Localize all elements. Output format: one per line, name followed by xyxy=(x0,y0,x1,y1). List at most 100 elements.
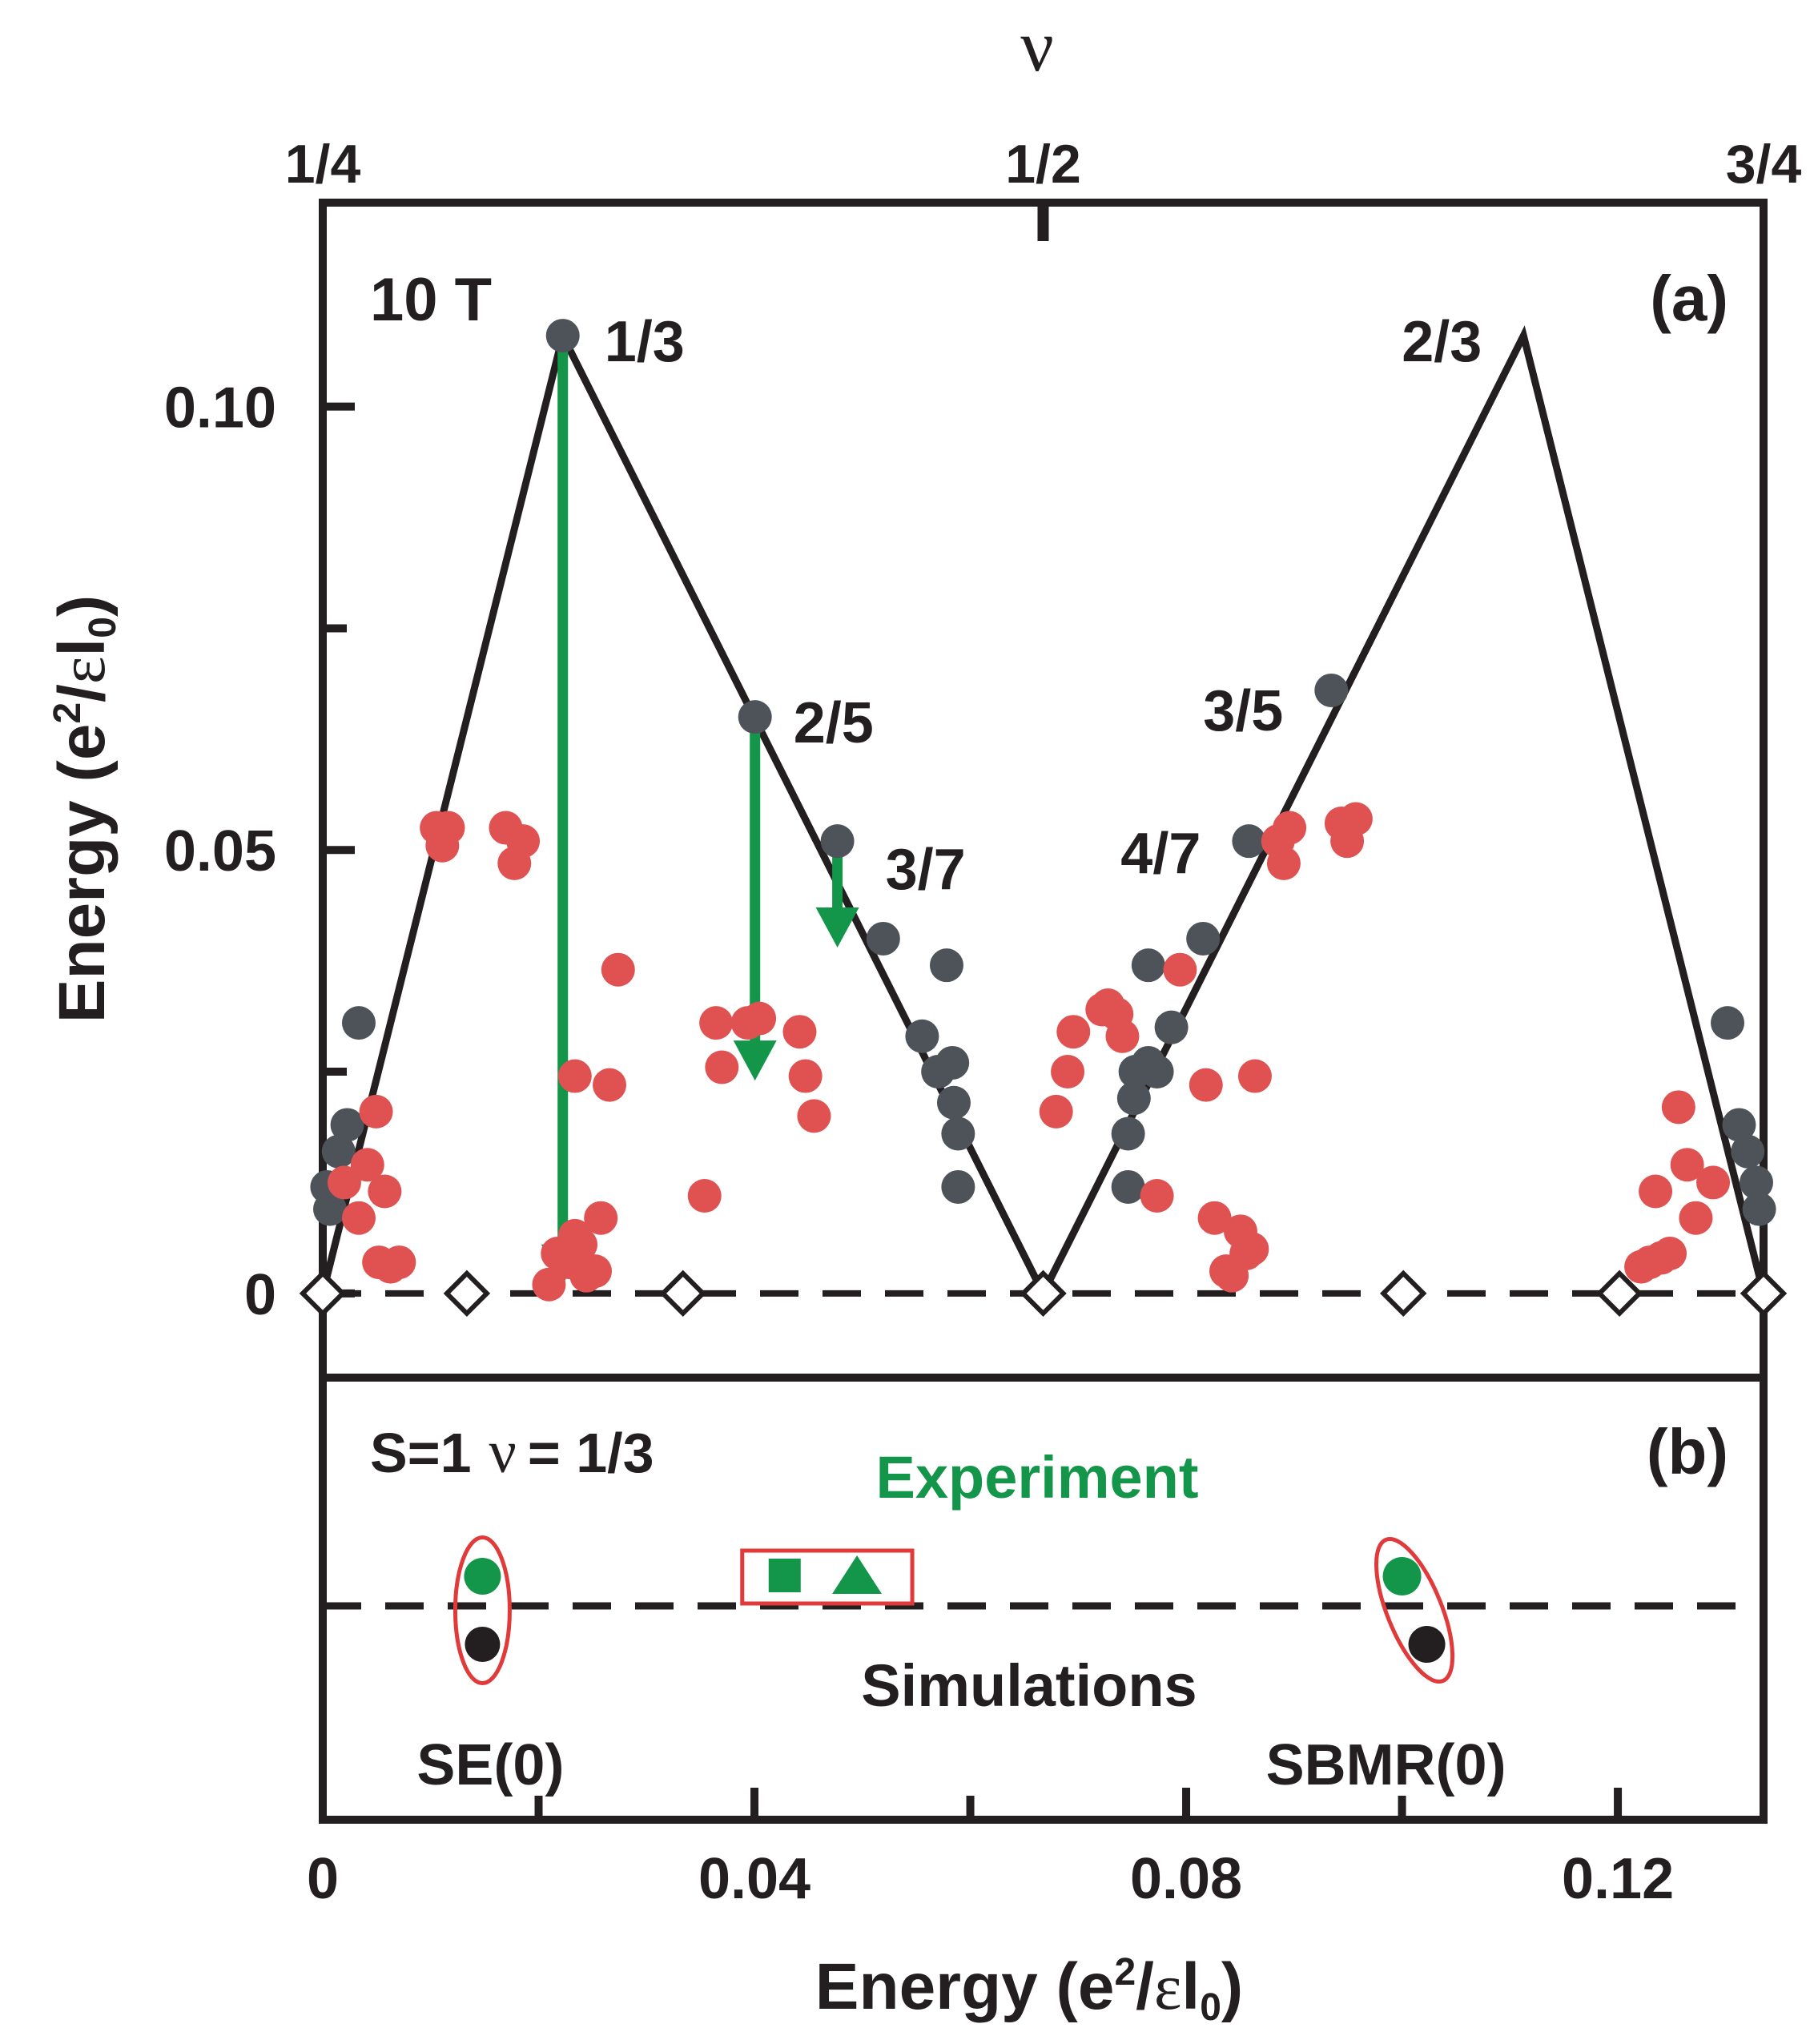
red-data-point xyxy=(1140,1179,1174,1213)
top-axis-title: ν xyxy=(1020,5,1054,87)
annotation-layer: 1/3 2/5 3/7 2/3 3/5 4/7 xyxy=(605,310,1482,902)
fraction-label: 2/5 xyxy=(794,691,874,755)
red-data-point xyxy=(1235,1232,1269,1266)
red-data-point xyxy=(1039,1094,1073,1129)
red-data-point xyxy=(593,1068,627,1102)
gray-data-point xyxy=(929,948,963,983)
red-data-point xyxy=(699,1006,734,1040)
red-data-point xyxy=(564,1227,598,1261)
red-data-point xyxy=(1266,846,1301,880)
zero-diamond-marker xyxy=(1380,1269,1427,1318)
gray-data-point xyxy=(941,1117,975,1151)
top-tick-label: 1/2 xyxy=(1005,134,1081,195)
top-tick-label: 3/4 xyxy=(1726,134,1802,195)
gray-data-point xyxy=(1731,1134,1765,1169)
panel-b-title-fraction: = 1/3 xyxy=(528,1422,654,1484)
top-axis-ticks: 1/4 1/2 3/4 xyxy=(285,134,1802,241)
red-data-point xyxy=(1273,811,1307,845)
simulation-point-sbmr xyxy=(1408,1626,1446,1663)
simulations-label: Simulations xyxy=(861,1652,1197,1719)
experiment-triangle-marker xyxy=(832,1555,883,1594)
x-tick-label: 0.08 xyxy=(1130,1847,1242,1911)
y-axis-title: Energy (e2/εl0) xyxy=(46,595,124,1023)
red-data-point xyxy=(1670,1148,1704,1182)
x-tick-label: 0.04 xyxy=(698,1847,810,1911)
gray-data-point xyxy=(312,1192,347,1226)
gray-data-point xyxy=(1111,1117,1145,1151)
simulation-point-se xyxy=(465,1627,501,1662)
red-data-point xyxy=(1056,1015,1091,1049)
fraction-label: 2/3 xyxy=(1402,310,1482,374)
panel-b-title: S=1 ν = 1/3 xyxy=(370,1418,654,1486)
red-data-point xyxy=(557,1059,592,1093)
fraction-label: 3/7 xyxy=(886,838,966,902)
panel-b-frame xyxy=(319,1374,1768,1824)
red-data-point xyxy=(359,1094,393,1129)
red-data-point xyxy=(368,1174,402,1209)
panel-b-title-spin: S=1 xyxy=(370,1422,472,1484)
experiment-point-sbmr xyxy=(1382,1557,1422,1595)
red-data-point xyxy=(687,1179,722,1213)
experiment-square-marker xyxy=(768,1559,801,1592)
peak-line-layer xyxy=(319,325,1768,1302)
x-axis-ticks: 0 0.04 0.08 0.12 xyxy=(307,1788,1674,1911)
red-data-point xyxy=(1051,1055,1085,1089)
arrow-layer xyxy=(541,336,859,1285)
gray-data-point xyxy=(935,1045,970,1080)
red-data-point xyxy=(788,1059,823,1093)
y-tick-label: 0 xyxy=(244,1263,276,1327)
x-axis-title: Energy (e2/εl0) xyxy=(815,1950,1243,2029)
experiment-box xyxy=(740,1548,915,1606)
gray-data-point xyxy=(1111,1169,1145,1204)
red-data-point xyxy=(341,1201,376,1235)
green-arrow-head xyxy=(733,1040,777,1081)
red-data-point xyxy=(578,1254,613,1289)
red-data-point xyxy=(1163,952,1197,987)
fraction-label: 1/3 xyxy=(605,310,685,374)
gray-data-point xyxy=(738,700,772,734)
fraction-label: 4/7 xyxy=(1120,822,1201,886)
red-data-point xyxy=(1197,1201,1232,1235)
zero-diamond-marker xyxy=(1595,1269,1643,1318)
sbmr0-label: SBMR(0) xyxy=(1266,1733,1506,1797)
panel-a-frame xyxy=(319,199,1768,1382)
gray-data-point xyxy=(905,1019,939,1053)
panel-b-title-nu: ν xyxy=(489,1418,517,1486)
red-data-point xyxy=(382,1245,416,1280)
sbmr-highlight-ellipse xyxy=(1374,1537,1455,1684)
gray-data-point xyxy=(1186,921,1221,956)
red-data-point xyxy=(601,952,635,987)
gray-data-point xyxy=(1314,673,1349,707)
gray-data-point xyxy=(1140,1055,1174,1089)
experiment-point-se xyxy=(464,1558,501,1595)
red-data-point xyxy=(532,1267,566,1302)
zero-diamond-marker xyxy=(659,1269,706,1318)
panel-b-layer: SE(0) SBMR(0) xyxy=(323,1535,1764,1797)
gray-data-point xyxy=(941,1169,975,1204)
red-data-point xyxy=(742,1001,777,1036)
fraction-label: 3/5 xyxy=(1203,679,1283,743)
red-data-point xyxy=(705,1050,739,1084)
red-data-point xyxy=(797,1099,831,1133)
red-data-point xyxy=(1696,1165,1731,1200)
gray-data-point xyxy=(1711,1006,1745,1040)
top-tick-label: 1/4 xyxy=(285,134,361,195)
red-data-point xyxy=(1338,802,1373,836)
zero-diamond-marker xyxy=(443,1269,491,1318)
gray-data-point xyxy=(1154,1010,1189,1044)
y-tick-label: 0.05 xyxy=(164,819,276,883)
peak-line xyxy=(319,325,1768,1302)
y-axis-ticks: 0 0.05 0.10 xyxy=(164,376,355,1327)
experiment-label: Experiment xyxy=(875,1444,1198,1511)
green-arrow-head xyxy=(815,907,859,948)
red-data-point xyxy=(782,1015,817,1049)
gray-data-point xyxy=(1131,948,1165,983)
red-data-point xyxy=(1679,1201,1713,1235)
gray-data-point xyxy=(866,921,900,956)
red-data-point xyxy=(350,1148,384,1182)
diamond-layer xyxy=(299,1269,1788,1318)
x-tick-label: 0 xyxy=(307,1847,339,1911)
gray-data-point xyxy=(820,824,855,859)
se0-label: SE(0) xyxy=(416,1733,564,1797)
